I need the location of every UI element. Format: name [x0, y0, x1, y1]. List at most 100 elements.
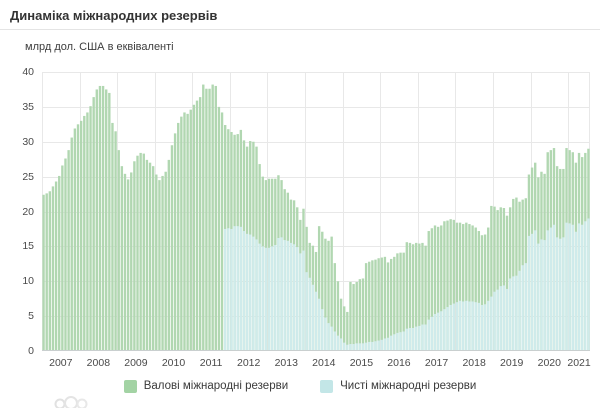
gross-reserves-bar[interactable] [352, 284, 355, 351]
gross-reserves-bar[interactable] [180, 116, 183, 351]
net-reserves-bar[interactable] [562, 237, 565, 351]
gross-reserves-bar[interactable] [446, 220, 449, 351]
gross-reserves-bar[interactable] [468, 224, 471, 351]
gross-reserves-bar[interactable] [195, 100, 199, 351]
gross-reserves-bar[interactable] [343, 306, 346, 351]
gross-reserves-bar[interactable] [192, 104, 196, 351]
gross-reserves-bar[interactable] [123, 173, 127, 351]
gross-reserves-bar[interactable] [402, 252, 405, 351]
gross-reserves-bar[interactable] [364, 263, 368, 351]
gross-reserves-bar[interactable] [430, 228, 434, 351]
net-reserves-bar[interactable] [580, 224, 584, 351]
net-reserves-bar[interactable] [559, 238, 562, 351]
gross-reserves-bar[interactable] [480, 235, 484, 351]
net-reserves-bar[interactable] [418, 325, 421, 351]
net-reserves-bar[interactable] [239, 226, 243, 351]
legend-item-net-reserves[interactable]: Чисті міжнародні резерви [320, 379, 476, 394]
net-reserves-bar[interactable] [333, 331, 336, 351]
net-reserves-bar[interactable] [537, 243, 540, 351]
gross-reserves-bar[interactable] [324, 238, 327, 351]
net-reserves-bar[interactable] [455, 302, 459, 351]
net-reserves-bar[interactable] [393, 334, 396, 351]
gross-reserves-bar[interactable] [79, 120, 83, 351]
net-reserves-bar[interactable] [386, 337, 390, 351]
gross-reserves-bar[interactable] [220, 112, 224, 351]
gross-reserves-bar[interactable] [73, 128, 77, 352]
gross-reserves-bar[interactable] [130, 172, 133, 351]
gross-reserves-bar[interactable] [170, 145, 174, 351]
gross-reserves-bar[interactable] [421, 242, 424, 351]
net-reserves-bar[interactable] [396, 332, 399, 351]
net-reserves-bar[interactable] [424, 324, 427, 352]
net-reserves-bar[interactable] [371, 341, 374, 351]
gross-reserves-bar[interactable] [205, 88, 208, 352]
net-reserves-bar[interactable] [361, 343, 365, 351]
net-reserves-bar[interactable] [433, 314, 437, 351]
gross-reserves-bar[interactable] [474, 227, 477, 351]
gross-reserves-bar[interactable] [396, 253, 399, 351]
net-reserves-bar[interactable] [546, 230, 549, 351]
gross-reserves-bar[interactable] [111, 122, 114, 351]
gross-reserves-bar[interactable] [133, 161, 136, 351]
gross-reserves-bar[interactable] [58, 175, 61, 351]
gross-reserves-bar[interactable] [211, 84, 214, 351]
net-reserves-bar[interactable] [505, 288, 509, 351]
legend-item-gross-reserves[interactable]: Валові міжнародні резерви [123, 379, 288, 394]
gross-reserves-bar[interactable] [386, 262, 390, 351]
gross-reserves-bar[interactable] [433, 225, 437, 351]
net-reserves-bar[interactable] [587, 218, 590, 351]
gross-reserves-bar[interactable] [317, 226, 321, 351]
net-reserves-bar[interactable] [324, 317, 327, 351]
net-reserves-bar[interactable] [380, 339, 383, 351]
net-reserves-bar[interactable] [336, 335, 340, 351]
gross-reserves-bar[interactable] [321, 231, 324, 351]
net-reserves-bar[interactable] [249, 234, 252, 351]
net-reserves-bar[interactable] [330, 326, 333, 351]
gross-reserves-bar[interactable] [449, 219, 452, 351]
gross-reserves-bar[interactable] [361, 278, 365, 351]
gross-reserves-bar[interactable] [177, 122, 180, 351]
net-reserves-bar[interactable] [471, 301, 474, 351]
gross-reserves-bar[interactable] [477, 231, 481, 351]
net-reserves-bar[interactable] [487, 300, 490, 351]
gross-reserves-bar[interactable] [70, 137, 73, 351]
gross-reserves-bar[interactable] [51, 186, 55, 351]
gross-reserves-bar[interactable] [371, 260, 374, 351]
gross-reserves-bar[interactable] [202, 84, 205, 351]
net-reserves-bar[interactable] [490, 296, 493, 351]
net-reserves-bar[interactable] [499, 286, 502, 351]
gross-reserves-bar[interactable] [515, 197, 518, 351]
gross-reserves-bar[interactable] [349, 281, 352, 351]
amcharts-watermark-icon[interactable] [52, 394, 98, 408]
gross-reserves-bar[interactable] [83, 115, 86, 351]
gross-reserves-bar[interactable] [389, 258, 393, 351]
gross-reserves-bar[interactable] [117, 150, 120, 351]
gross-reserves-bar[interactable] [330, 236, 333, 351]
net-reserves-bar[interactable] [327, 323, 330, 351]
net-reserves-bar[interactable] [289, 242, 293, 351]
net-reserves-bar[interactable] [258, 243, 261, 351]
net-reserves-bar[interactable] [483, 304, 487, 351]
net-reserves-bar[interactable] [349, 344, 352, 351]
gross-reserves-bar[interactable] [67, 150, 70, 351]
net-reserves-bar[interactable] [436, 312, 440, 351]
net-reserves-bar[interactable] [299, 253, 302, 351]
gross-reserves-bar[interactable] [380, 257, 383, 351]
net-reserves-bar[interactable] [321, 309, 324, 351]
gross-reserves-bar[interactable] [377, 258, 380, 351]
net-reserves-bar[interactable] [549, 227, 553, 351]
gross-reserves-bar[interactable] [358, 279, 362, 351]
gross-reserves-bar[interactable] [108, 92, 111, 352]
gross-reserves-bar[interactable] [145, 159, 149, 351]
gross-reserves-bar[interactable] [158, 180, 161, 351]
net-reserves-bar[interactable] [368, 341, 371, 351]
gross-reserves-bar[interactable] [155, 174, 158, 351]
net-reserves-bar[interactable] [477, 302, 481, 351]
gross-reserves-bar[interactable] [408, 242, 412, 351]
net-reserves-bar[interactable] [408, 327, 412, 351]
gross-reserves-bar[interactable] [48, 191, 52, 351]
gross-reserves-bar[interactable] [461, 224, 465, 351]
net-reserves-bar[interactable] [245, 233, 249, 351]
gross-reserves-bar[interactable] [151, 166, 155, 351]
gross-reserves-bar[interactable] [465, 222, 468, 351]
